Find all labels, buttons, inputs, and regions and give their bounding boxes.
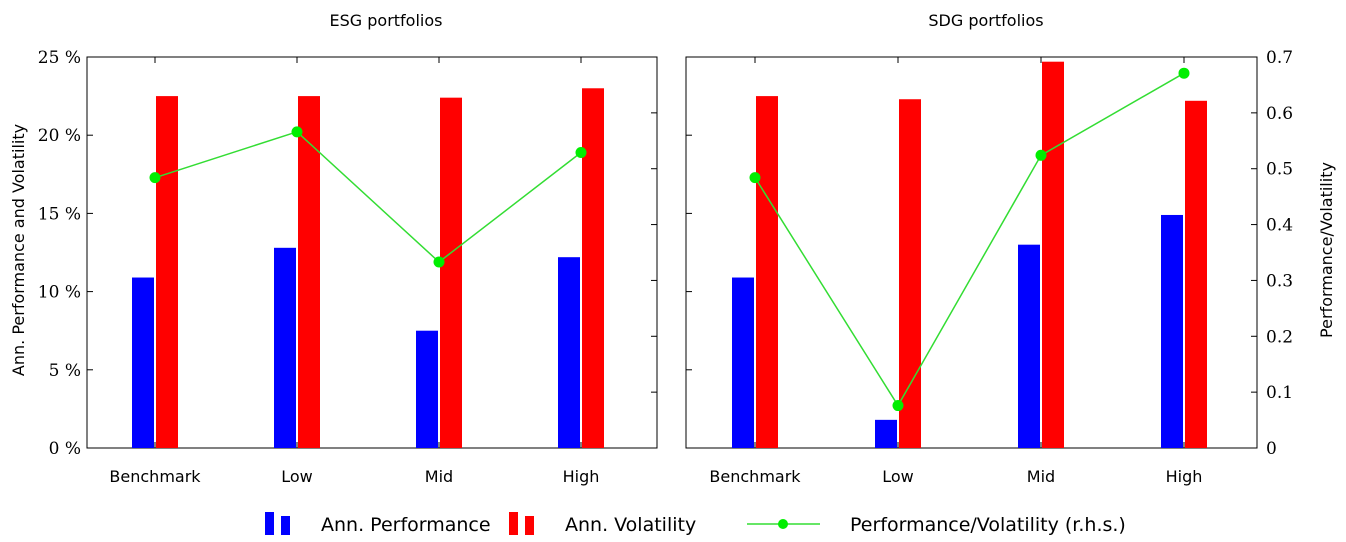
y-tick-label-right: 0.6 <box>1266 104 1293 124</box>
x-tick-label-esg: Low <box>281 467 313 486</box>
panel-frame-sdg <box>685 56 1258 449</box>
ratio-point-sdg-high <box>1178 67 1190 79</box>
ratio-point-sdg-benchmark <box>749 172 761 184</box>
legend-swatch-volatility <box>509 512 534 535</box>
y-tick-label-right: 0.1 <box>1266 383 1293 403</box>
legend-swatch-performance <box>265 512 290 535</box>
bars-layer <box>132 61 1207 449</box>
bar-volatility-sdg-high <box>1185 100 1207 449</box>
legend: Ann. Performance Ann. Volatility Perform… <box>265 512 1126 536</box>
bar-volatility-sdg-benchmark <box>756 96 778 448</box>
legend-label-ratio: Performance/Volatility (r.h.s.) <box>850 514 1126 536</box>
x-tick-label-sdg: Mid <box>1027 467 1055 486</box>
legend-label-volatility: Ann. Volatility <box>565 514 696 536</box>
y-tick-label-left: 5 % <box>49 361 81 381</box>
ratio-point-esg-low <box>291 126 303 138</box>
x-tick-label-sdg: High <box>1166 467 1203 486</box>
ratio-point-esg-high <box>575 147 587 159</box>
panel-title-esg: ESG portfolios <box>330 11 443 30</box>
x-tick-label-sdg: Benchmark <box>709 467 801 486</box>
y-axis-right-label: Performance/Volatility <box>1317 162 1336 338</box>
y-tick-label-left: 20 % <box>38 126 81 146</box>
ratio-line-sdg <box>754 72 1185 408</box>
legend-swatch-volatility-bar-2 <box>525 516 534 535</box>
y-tick-label-right: 0.5 <box>1266 160 1293 180</box>
x-tick-label-esg: High <box>563 467 600 486</box>
legend-swatch-performance-bar-2 <box>281 516 290 535</box>
bar-performance-sdg-mid <box>1018 244 1040 448</box>
y-tick-label-left: 0 % <box>49 439 81 459</box>
legend-swatch-volatility-bar-1 <box>509 512 518 535</box>
ratio-point-esg-mid <box>433 256 445 268</box>
y-tick-label-right: 0.2 <box>1266 327 1293 347</box>
bar-volatility-sdg-low <box>899 99 921 448</box>
bar-volatility-esg-mid <box>440 97 462 448</box>
panel-frame-esg <box>86 56 658 449</box>
y-tick-label-left: 25 % <box>38 48 81 68</box>
bar-performance-esg-low <box>274 247 296 448</box>
bar-volatility-esg-high <box>582 88 604 448</box>
y-tick-label-right: 0.7 <box>1266 48 1293 68</box>
y-tick-label-right: 0 <box>1266 439 1277 459</box>
y-tick-label-left: 10 % <box>38 283 81 303</box>
bar-volatility-sdg-mid <box>1042 61 1064 448</box>
bar-performance-sdg-high <box>1161 214 1183 448</box>
bar-volatility-esg-benchmark <box>156 96 178 448</box>
bar-performance-esg-mid <box>416 330 438 448</box>
ratio-point-esg-benchmark <box>149 172 161 184</box>
x-tick-label-esg: Mid <box>425 467 453 486</box>
bar-performance-esg-high <box>558 257 580 448</box>
legend-swatch-performance-bar-1 <box>265 512 274 535</box>
y-tick-label-right: 0.3 <box>1266 271 1293 291</box>
lines-layer <box>149 67 1190 412</box>
x-tick-label-sdg: Low <box>882 467 914 486</box>
y-tick-label-right: 0.4 <box>1266 216 1293 236</box>
ratio-line-esg <box>154 131 582 263</box>
x-tick-label-esg: Benchmark <box>109 467 201 486</box>
bar-performance-sdg-benchmark <box>732 277 754 448</box>
legend-swatch-ratio-marker <box>778 519 788 529</box>
y-axis-left-label: Ann. Performance and Volatility <box>9 124 28 376</box>
legend-label-performance: Ann. Performance <box>321 514 491 536</box>
y-tick-label-left: 15 % <box>38 204 81 224</box>
bar-performance-esg-benchmark <box>132 277 154 448</box>
panel-title-sdg: SDG portfolios <box>928 11 1043 30</box>
ticks-layer <box>87 56 1257 449</box>
legend-swatch-ratio <box>747 519 820 529</box>
ratio-point-sdg-mid <box>1035 149 1047 161</box>
bar-volatility-esg-low <box>298 96 320 448</box>
bar-performance-sdg-low <box>875 419 897 448</box>
ratio-point-sdg-low <box>892 400 904 412</box>
labels-layer: 0 % 5 % 10 % 15 % 20 % 25 % Benchmark Low Mid Hig… <box>38 48 1293 486</box>
